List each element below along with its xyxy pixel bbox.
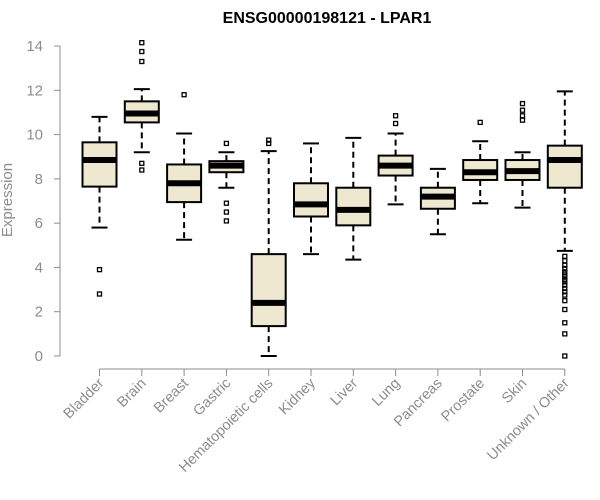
y-tick-label: 12 [26, 82, 43, 99]
outlier-point [223, 209, 230, 215]
y-tick-label: 8 [35, 171, 43, 188]
outlier-point [519, 117, 526, 123]
outlier-point [519, 107, 526, 113]
outlier-point [266, 140, 272, 147]
outlier-point [392, 120, 399, 127]
outlier-point [562, 331, 568, 337]
outlier-point [139, 40, 145, 46]
outlier-point [266, 137, 272, 143]
outlier-point [562, 279, 568, 285]
y-tick-label: 2 [35, 304, 43, 321]
outlier-point [562, 353, 568, 359]
x-tick-label: Prostate [439, 376, 488, 425]
box-body [81, 141, 118, 188]
chart-title: ENSG00000198121 - LPAR1 [223, 10, 432, 27]
outlier-point [96, 266, 103, 273]
outlier-point [181, 92, 187, 98]
y-tick-label: 14 [26, 38, 43, 55]
box-pancreas [419, 167, 456, 236]
outlier-point [519, 113, 526, 119]
box-brain [123, 40, 160, 173]
outlier-point [562, 320, 568, 326]
y-tick-label: 10 [26, 127, 43, 144]
outlier-point [562, 253, 568, 260]
box-prostate [462, 119, 499, 205]
outlier-point [562, 265, 568, 272]
x-tick-label: Breast [151, 376, 192, 417]
outlier-point [562, 289, 568, 295]
box-skin [504, 100, 541, 209]
outlier-point [562, 258, 568, 264]
outlier-point [562, 306, 568, 313]
outlier-point [562, 285, 568, 292]
outlier-point [223, 140, 230, 147]
outlier-point [562, 282, 568, 288]
x-tick-label: Skin [499, 376, 530, 407]
x-tick-label: Liver [328, 375, 362, 409]
x-tick-label: Unknown / Other [484, 375, 572, 463]
box-body [546, 144, 583, 189]
x-tick-label: Lung [369, 376, 403, 410]
outlier-point [562, 297, 568, 304]
box-liver [335, 136, 372, 261]
box-series [81, 40, 583, 359]
box-breast [166, 92, 203, 241]
box-kidney [293, 142, 329, 256]
box-bladder [81, 115, 118, 297]
outlier-point [223, 218, 230, 224]
outlier-point [223, 200, 230, 206]
y-tick-label: 0 [35, 348, 43, 365]
outlier-point [139, 58, 145, 65]
box-gastric [208, 140, 245, 224]
outlier-point [562, 262, 568, 268]
box-body [293, 182, 329, 218]
outlier-point [96, 291, 103, 297]
outlier-point [562, 292, 568, 298]
y-tick-label: 6 [35, 215, 43, 232]
outlier-point [562, 273, 568, 279]
box-body [250, 253, 287, 328]
x-tick-label: Brain [114, 376, 149, 411]
y-axis: 0 2 4 6 8 10 12 14 [26, 38, 61, 365]
outlier-point [477, 119, 483, 126]
box-hematopoietic-cells [250, 137, 287, 357]
outlier-point [392, 113, 399, 119]
outlier-point [139, 48, 145, 55]
box-body [335, 186, 372, 227]
outlier-point [519, 100, 526, 107]
box-lung [377, 113, 414, 206]
y-axis-label: Expression [0, 163, 16, 237]
x-tick-label: Bladder [61, 375, 108, 422]
box-unknown-other [546, 90, 583, 359]
outlier-point [139, 167, 145, 173]
x-tick-label: Kidney [276, 375, 319, 418]
y-tick-label: 4 [35, 259, 43, 276]
outlier-point [139, 160, 145, 167]
